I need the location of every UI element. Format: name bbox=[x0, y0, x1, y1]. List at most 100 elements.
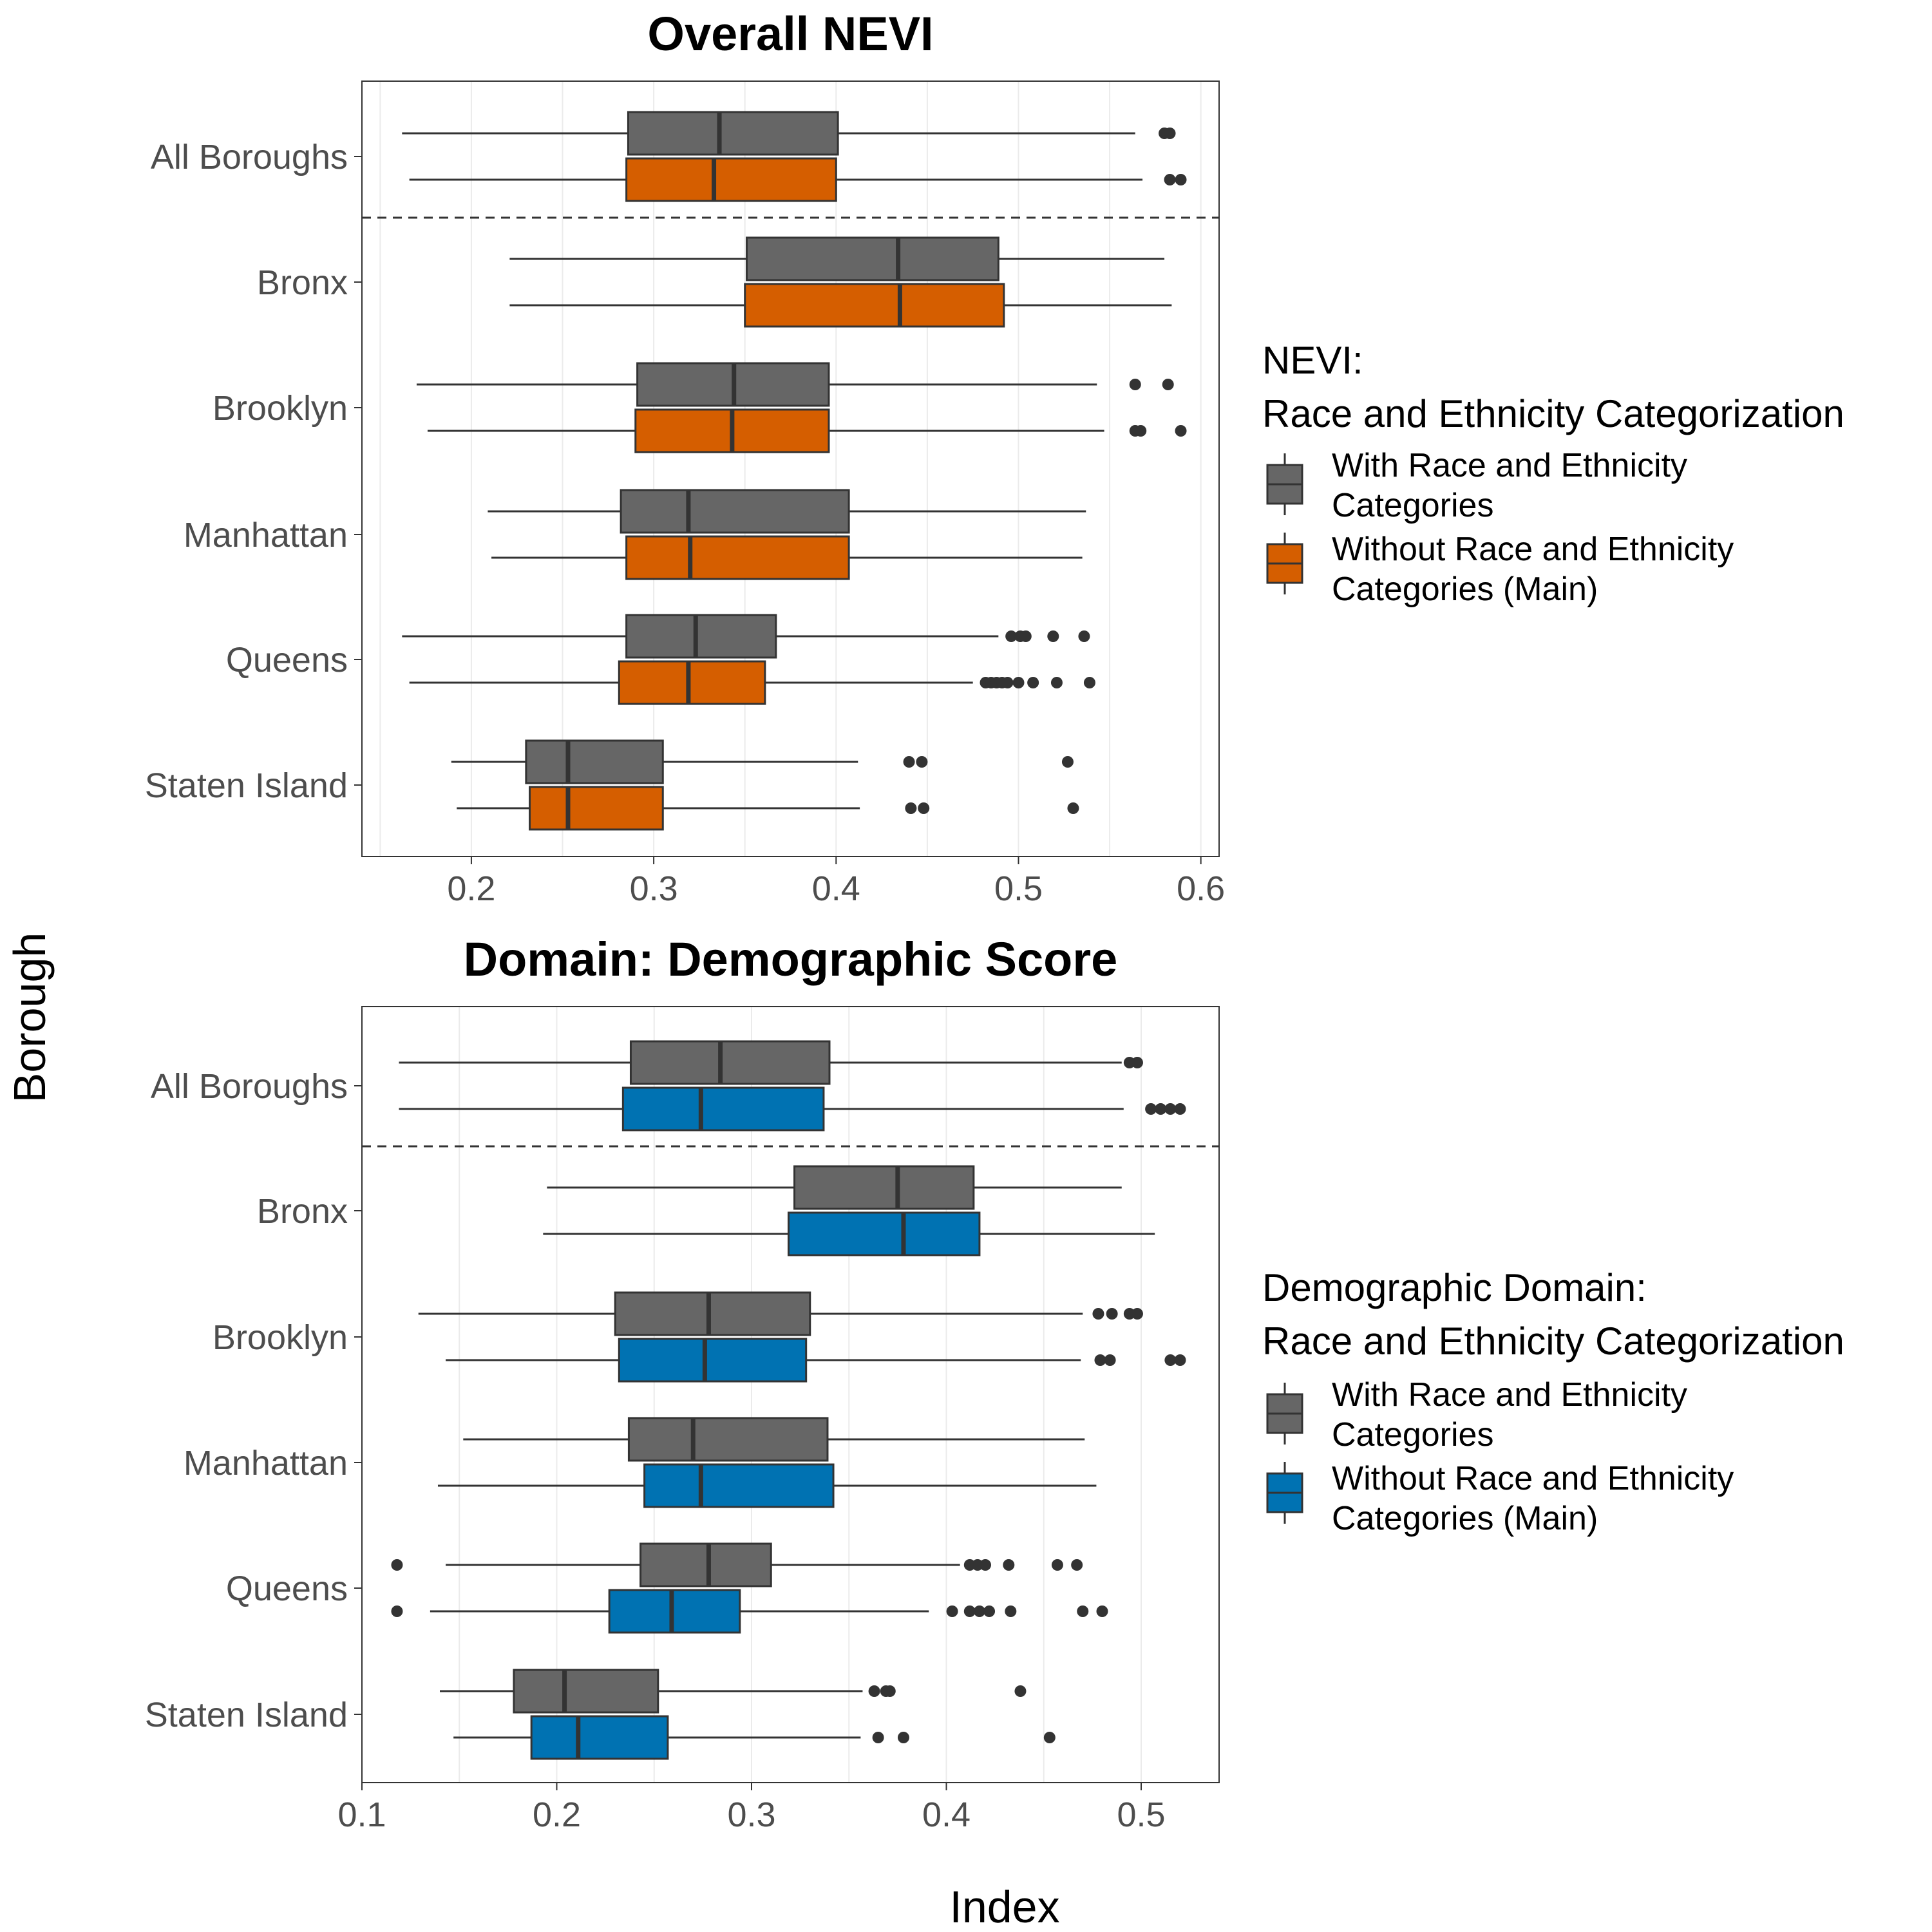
outlier-point bbox=[1162, 379, 1174, 390]
panel-border bbox=[361, 80, 1220, 857]
chart-panel-2: All Boroughs Bronx Brooklyn Manhattan Queens… bbox=[145, 933, 1844, 1834]
outlier-point bbox=[1164, 128, 1176, 139]
legend: Demographic Domain: Race and Ethnicity Ca… bbox=[1262, 1266, 1844, 1537]
box-iqr bbox=[625, 157, 837, 202]
box-iqr bbox=[744, 283, 1005, 328]
x-tick-label: 0.2 bbox=[533, 1795, 581, 1834]
legend-label: Categories bbox=[1332, 487, 1493, 524]
legend-title: Race and Ethnicity Categorization bbox=[1262, 392, 1844, 435]
x-tick-label: 0.2 bbox=[447, 869, 495, 908]
outlier-point bbox=[973, 1605, 985, 1617]
box-iqr bbox=[608, 1589, 741, 1634]
x-tick-label: 0.3 bbox=[630, 869, 678, 908]
y-tick-label: Bronx bbox=[257, 1192, 348, 1231]
box-iqr bbox=[639, 1542, 772, 1587]
y-tick-label: Brooklyn bbox=[213, 1318, 348, 1357]
box-iqr bbox=[793, 1165, 975, 1210]
box-iqr bbox=[513, 1669, 659, 1714]
outlier-point bbox=[1083, 677, 1095, 688]
outlier-point bbox=[1131, 1308, 1143, 1320]
chart-title: Overall NEVI bbox=[647, 7, 933, 61]
legend-label: Categories bbox=[1332, 1416, 1493, 1454]
y-axis-title: Borough bbox=[5, 933, 55, 1103]
outlier-point bbox=[1145, 1103, 1157, 1115]
outlier-point bbox=[1164, 174, 1176, 185]
outlier-point bbox=[918, 802, 930, 814]
outlier-point bbox=[1174, 1103, 1186, 1115]
outlier-point bbox=[1012, 677, 1025, 688]
outlier-point bbox=[1094, 1354, 1106, 1366]
x-tick-label: 0.5 bbox=[1117, 1795, 1165, 1834]
x-tick-label: 0.5 bbox=[994, 869, 1043, 908]
outlier-point bbox=[391, 1605, 403, 1617]
y-tick-label: Manhattan bbox=[184, 1444, 348, 1482]
outlier-point bbox=[1019, 630, 1032, 642]
box-iqr bbox=[618, 660, 766, 705]
box-iqr bbox=[627, 111, 839, 156]
x-tick-label: 0.3 bbox=[727, 1795, 775, 1834]
outlier-point bbox=[1043, 1732, 1056, 1743]
box-iqr bbox=[530, 1715, 669, 1760]
box-iqr bbox=[529, 786, 664, 831]
y-tick-label: Staten Island bbox=[145, 766, 348, 805]
box-iqr bbox=[621, 1086, 825, 1132]
x-tick-label: 0.6 bbox=[1177, 869, 1225, 908]
outlier-point bbox=[1129, 379, 1141, 390]
outlier-point bbox=[1104, 1354, 1116, 1366]
outlier-point bbox=[1078, 630, 1090, 642]
outlier-point bbox=[946, 1605, 958, 1617]
outlier-point bbox=[1005, 1605, 1017, 1617]
x-tick-label: 0.4 bbox=[922, 1795, 971, 1834]
outlier-point bbox=[1096, 1605, 1108, 1617]
x-tick-label: 0.4 bbox=[812, 869, 860, 908]
x-tick-label: 0.1 bbox=[337, 1795, 386, 1834]
box-iqr bbox=[746, 236, 999, 281]
chart-panel-1: All Boroughs Bronx Brooklyn Manhattan Queens… bbox=[145, 7, 1844, 908]
y-tick-label: Brooklyn bbox=[213, 389, 348, 428]
outlier-point bbox=[1131, 1057, 1143, 1068]
outlier-point bbox=[1047, 630, 1059, 642]
y-tick-label: Bronx bbox=[257, 263, 348, 302]
outlier-point bbox=[903, 756, 915, 768]
plot-background bbox=[362, 1007, 1219, 1783]
panel-border bbox=[361, 1006, 1220, 1783]
outlier-point bbox=[884, 1685, 896, 1697]
outlier-point bbox=[872, 1732, 884, 1743]
outlier-point bbox=[1027, 677, 1039, 688]
legend-title: Race and Ethnicity Categorization bbox=[1262, 1320, 1844, 1363]
outlier-point bbox=[1067, 802, 1079, 814]
legend-label: Categories (Main) bbox=[1332, 1500, 1598, 1537]
outlier-point bbox=[1050, 677, 1063, 688]
legend-label: Categories (Main) bbox=[1332, 571, 1598, 608]
outlier-point bbox=[391, 1559, 403, 1571]
outlier-point bbox=[1164, 1103, 1177, 1115]
outlier-point bbox=[1092, 1308, 1104, 1320]
outlier-point bbox=[1003, 1559, 1015, 1571]
outlier-point bbox=[980, 1559, 991, 1571]
y-tick-label: Staten Island bbox=[145, 1696, 348, 1734]
outlier-point bbox=[1014, 1685, 1027, 1697]
outlier-point bbox=[963, 1605, 976, 1617]
x-axis-title: Index bbox=[949, 1882, 1059, 1932]
outlier-point bbox=[1106, 1308, 1118, 1320]
legend-label: With Race and Ethnicity bbox=[1332, 447, 1687, 484]
box-iqr bbox=[643, 1463, 835, 1508]
y-tick-label: Queens bbox=[226, 641, 348, 679]
outlier-point bbox=[1164, 1354, 1177, 1366]
outlier-point bbox=[1175, 425, 1187, 437]
outlier-point bbox=[897, 1732, 909, 1743]
outlier-point bbox=[1174, 1354, 1186, 1366]
outlier-point bbox=[1135, 425, 1147, 437]
legend-label: With Race and Ethnicity bbox=[1332, 1376, 1687, 1414]
y-tick-label: Queens bbox=[226, 1569, 348, 1608]
box-iqr bbox=[618, 1338, 808, 1383]
box-iqr bbox=[627, 1417, 829, 1462]
legend-label: Without Race and Ethnicity bbox=[1332, 1460, 1734, 1497]
outlier-point bbox=[1051, 1559, 1063, 1571]
outlier-point bbox=[1077, 1605, 1089, 1617]
box-iqr bbox=[629, 1040, 831, 1085]
outlier-point bbox=[916, 756, 928, 768]
legend-label: Without Race and Ethnicity bbox=[1332, 531, 1734, 568]
box-iqr bbox=[620, 489, 850, 534]
